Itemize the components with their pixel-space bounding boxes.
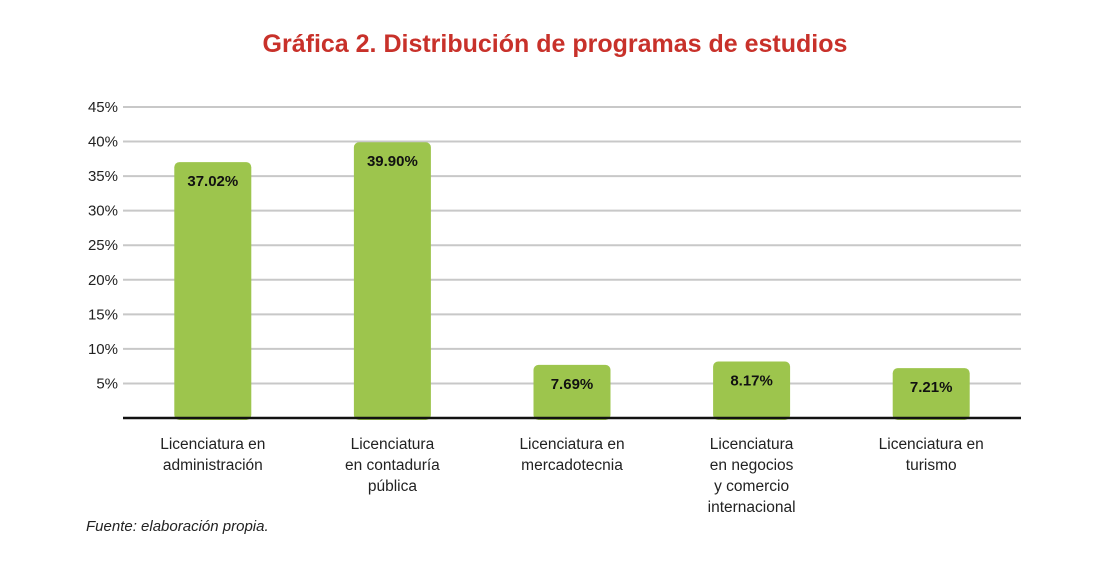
bar-value-label: 8.17% <box>730 373 773 390</box>
bar <box>533 364 611 420</box>
x-category-label-line: internacional <box>708 499 796 516</box>
x-category-label-line: administración <box>163 457 263 474</box>
x-category-label: Licenciatura en negocios y comercio interna… <box>708 436 796 516</box>
y-tick-label: 5% <box>96 375 118 392</box>
x-category-label-line: en negocios <box>710 457 794 474</box>
bar-value-label: 7.21% <box>910 379 953 396</box>
bar <box>713 361 791 420</box>
bar-value-label: 37.02% <box>187 173 238 190</box>
y-tick-label: 45% <box>88 99 118 116</box>
bar-value-labels: 37.02% 39.90% 7.69% 8.17% 7.21% <box>187 153 952 396</box>
x-category-label-line: Licenciatura en <box>519 436 624 453</box>
x-category-label-line: en contaduría <box>345 457 440 474</box>
y-tick-label: 15% <box>88 306 118 323</box>
gridlines <box>123 106 1021 385</box>
y-tick-label: 10% <box>88 341 118 358</box>
x-axis-categories: Licenciatura en administraciónLicenciatur… <box>160 436 984 516</box>
x-category-label: Licenciatura en mercadotecnia <box>519 436 624 474</box>
bar <box>174 162 252 420</box>
bar-value-label: 39.90% <box>367 153 418 170</box>
bar <box>353 142 431 420</box>
bar-value-label: 7.69% <box>551 376 594 393</box>
y-tick-label: 30% <box>88 203 118 220</box>
bars <box>174 142 970 420</box>
y-tick-label: 25% <box>88 237 118 254</box>
x-category-label-line: Licenciatura en <box>160 436 265 453</box>
x-category-label-line: pública <box>368 478 417 495</box>
x-category-label-line: Licenciatura en <box>879 436 984 453</box>
x-category-label: Licenciatura en contaduría pública <box>345 436 440 495</box>
source-note: Fuente: elaboración propia. <box>86 518 269 535</box>
chart-title: Gráfica 2. Distribución de programas de … <box>262 30 848 58</box>
x-category-label-line: y comercio <box>714 478 789 495</box>
x-category-label-line: Licenciatura <box>351 436 435 453</box>
y-axis-ticks: 5% 10% 15% 20% 25% 30% 35% 40% 45% <box>88 99 118 392</box>
x-category-label-line: Licenciatura <box>710 436 794 453</box>
x-category-label: Licenciatura en administración <box>160 436 265 474</box>
x-category-label-line: turismo <box>906 457 957 474</box>
bar <box>892 368 970 420</box>
y-tick-label: 20% <box>88 272 118 289</box>
y-tick-label: 40% <box>88 134 118 151</box>
x-category-label: Licenciatura en turismo <box>879 436 984 474</box>
y-tick-label: 35% <box>88 168 118 185</box>
x-category-label-line: mercadotecnia <box>521 457 623 474</box>
